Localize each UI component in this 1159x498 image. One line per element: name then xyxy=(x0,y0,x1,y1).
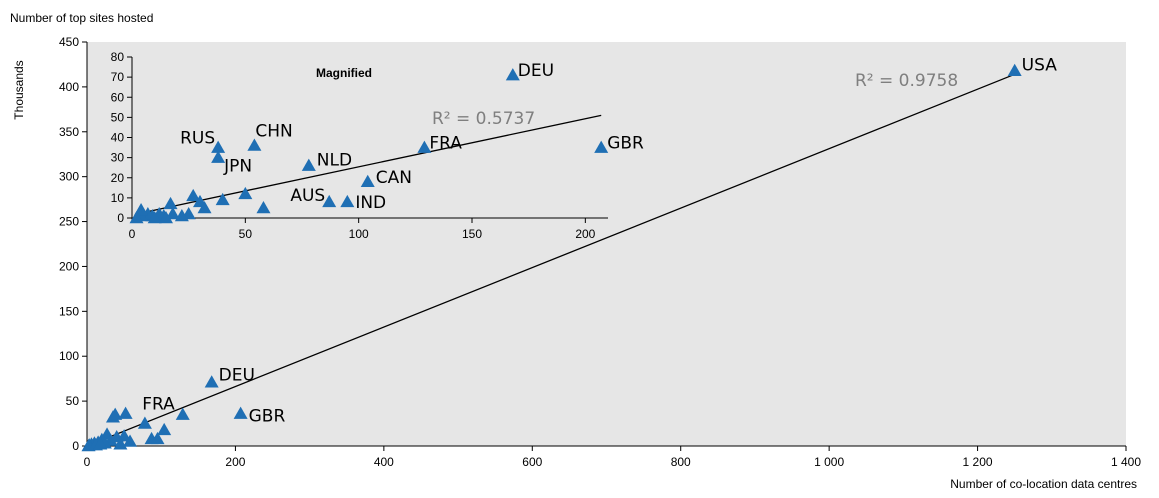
main-data-point xyxy=(175,407,190,420)
main-trend-line xyxy=(86,73,1015,447)
inset-y-tick-label: 60 xyxy=(111,90,125,104)
inset-data-point xyxy=(186,188,201,202)
inset-data-point xyxy=(505,68,520,81)
main-data-point xyxy=(118,406,133,419)
inset-data-point xyxy=(238,186,253,200)
main-point-label: DEU xyxy=(219,365,255,385)
inset-x-tick-label: 50 xyxy=(239,227,253,241)
main-y-tick-label: 0 xyxy=(72,439,79,453)
inset-data-point xyxy=(301,158,316,171)
inset-y-tick-label: 50 xyxy=(111,110,125,124)
main-y-tick-label: 50 xyxy=(66,394,80,408)
inset-data-point xyxy=(159,211,173,224)
inset-data-point xyxy=(215,192,230,206)
inset-data-point xyxy=(594,140,609,153)
inset-point-label: CHN xyxy=(255,122,292,142)
y-axis-title: Number of top sites hosted xyxy=(10,11,153,25)
inset-y-tick-label: 30 xyxy=(111,151,125,165)
main-data-point xyxy=(233,406,248,419)
main-data-point xyxy=(93,437,108,450)
main-y-tick-label: 150 xyxy=(59,304,79,318)
inset-point-label: NLD xyxy=(317,151,352,171)
inset-data-point xyxy=(360,174,375,188)
main-data-point xyxy=(157,422,172,436)
main-x-tick-label: 1 400 xyxy=(1111,455,1141,469)
inset-y-tick-label: 80 xyxy=(111,50,125,64)
main-x-tick-label: 600 xyxy=(522,455,542,469)
inset-point-label: JPN xyxy=(223,157,252,177)
inset-title: Magnified xyxy=(316,66,372,80)
inset-data-point xyxy=(256,200,271,214)
inset-point-label: RUS xyxy=(180,129,215,149)
inset-x-tick-label: 100 xyxy=(349,227,369,241)
main-point-label: USA xyxy=(1022,56,1058,76)
inset-point-label: DEU xyxy=(518,61,554,81)
main-y-tick-label: 300 xyxy=(59,170,79,184)
main-y-tick-label: 400 xyxy=(59,80,79,94)
inset-point-label: CAN xyxy=(376,168,412,188)
main-data-point xyxy=(204,375,219,388)
main-r-squared-label: R² = 0.9758 xyxy=(855,71,958,91)
inset-data-point xyxy=(165,206,180,220)
inset-point-label: GBR xyxy=(607,134,644,154)
main-x-tick-label: 1 200 xyxy=(963,455,993,469)
main-data-point xyxy=(137,416,152,429)
inset-data-point xyxy=(211,140,226,153)
inset-x-tick-label: 150 xyxy=(462,227,482,241)
main-x-tick-label: 0 xyxy=(84,455,91,469)
main-y-tick-label: 350 xyxy=(59,125,79,139)
inset-data-point xyxy=(340,194,355,208)
main-x-tick-label: 400 xyxy=(374,455,394,469)
inset-data-point xyxy=(147,211,162,224)
inset-data-point xyxy=(322,194,337,208)
main-y-tick-label: 100 xyxy=(59,349,79,363)
main-x-tick-label: 800 xyxy=(671,455,691,469)
inset-data-point xyxy=(129,211,144,224)
main-y-tick-label: 450 xyxy=(59,35,79,49)
inset-r-squared-label: R² = 0.5737 xyxy=(432,109,535,129)
inset-data-point xyxy=(417,140,432,153)
main-data-point xyxy=(150,431,165,445)
main-data-point xyxy=(108,407,123,420)
inset-plot-area xyxy=(132,57,608,218)
inset-y-tick-label: 20 xyxy=(111,171,125,185)
inset-y-tick-label: 10 xyxy=(111,191,125,205)
y-axis-unit: Thousands xyxy=(12,60,26,119)
inset-data-point xyxy=(163,196,178,210)
main-x-tick-label: 200 xyxy=(225,455,245,469)
inset-data-point xyxy=(197,200,212,214)
inset-data-point xyxy=(247,138,262,151)
inset-point-label: AUS xyxy=(290,186,325,206)
inset-data-point xyxy=(134,202,149,216)
main-data-point xyxy=(113,437,128,450)
main-point-label: GBR xyxy=(249,407,286,427)
inset-point-label: FRA xyxy=(429,134,462,154)
x-axis-title: Number of co-location data centres xyxy=(950,477,1137,491)
inset-trend-line xyxy=(136,114,602,215)
main-y-tick-label: 250 xyxy=(59,215,79,229)
inset-x-tick-label: 0 xyxy=(129,227,136,241)
inset-point-label: IND xyxy=(355,193,386,213)
main-data-point xyxy=(1007,63,1022,76)
inset-x-tick-label: 200 xyxy=(575,227,595,241)
main-y-tick-label: 200 xyxy=(59,259,79,273)
inset-y-tick-label: 0 xyxy=(117,211,124,225)
main-x-tick-label: 1 000 xyxy=(814,455,844,469)
inset-data-point xyxy=(211,150,226,163)
inset-y-tick-label: 40 xyxy=(111,131,125,145)
inset-y-tick-label: 70 xyxy=(111,70,125,84)
main-point-label: FRA xyxy=(142,395,175,415)
